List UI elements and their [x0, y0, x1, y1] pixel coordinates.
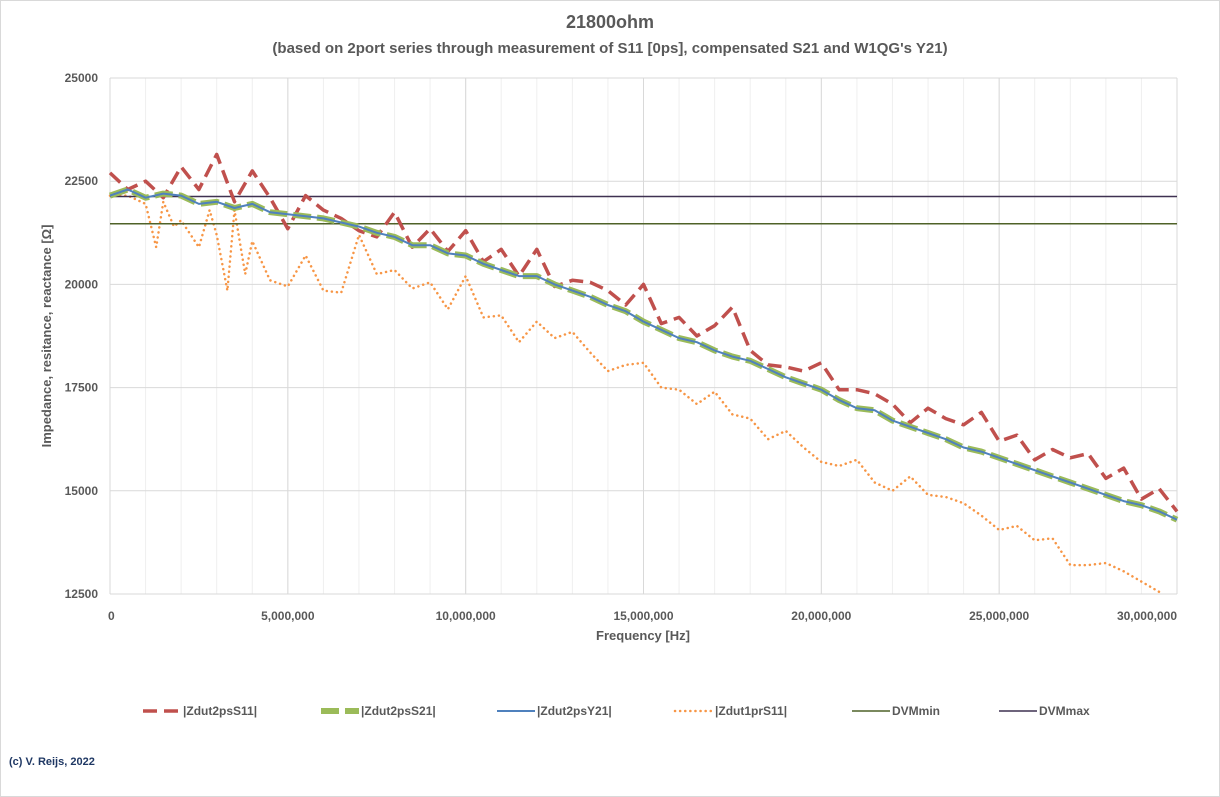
series-layer	[108, 152, 1179, 594]
legend: |Zdut2psS11| |Zdut2psS21| |Zdut2psY21| |Zdu…	[143, 704, 1090, 718]
x-tick-label: 25,000,000	[969, 609, 1029, 623]
y-tick-label: 20000	[65, 277, 99, 291]
x-tick-label: 20,000,000	[791, 609, 851, 623]
legend-label: DVMmin	[892, 704, 940, 718]
y-tick-label: 12500	[65, 587, 99, 601]
chart-title: 21800ohm	[566, 12, 654, 32]
y-tick-label: 15000	[65, 484, 99, 498]
y-tick-label: 25000	[65, 71, 99, 85]
x-tick-label: 5,000,000	[261, 609, 315, 623]
legend-label: |Zdut2psS21|	[361, 704, 436, 718]
legend-label: |Zdut2psS11|	[183, 704, 257, 718]
chart-subtitle: (based on 2port series through measureme…	[272, 40, 947, 57]
legend-label: DVMmax	[1039, 704, 1090, 718]
grid-layer	[109, 77, 1178, 595]
x-tick-label: 30,000,000	[1117, 609, 1177, 623]
legend-label: |Zdut1prS11|	[715, 704, 787, 718]
y-tick-label: 17500	[65, 381, 99, 395]
series-line-zdut1prs11	[108, 194, 1161, 594]
legend-label: |Zdut2psY21|	[537, 704, 612, 718]
tick-layer: 12500 15000 17500 20000 22500 25000 0 5,000,000…	[65, 71, 1178, 623]
series-line-zdut2pss11	[108, 152, 1179, 513]
x-axis-label: Frequency [Hz]	[596, 628, 690, 643]
y-tick-label: 22500	[65, 174, 99, 188]
y-axis-label: Impedance, resitance, reactance [Ω]	[39, 225, 54, 448]
x-tick-label: 10,000,000	[436, 609, 496, 623]
series-line-zdut2psy21	[109, 188, 1178, 521]
credit-text: (c) V. Reijs, 2022	[9, 756, 95, 768]
x-tick-label: 15,000,000	[613, 609, 673, 623]
x-tick-label: 0	[108, 609, 115, 623]
